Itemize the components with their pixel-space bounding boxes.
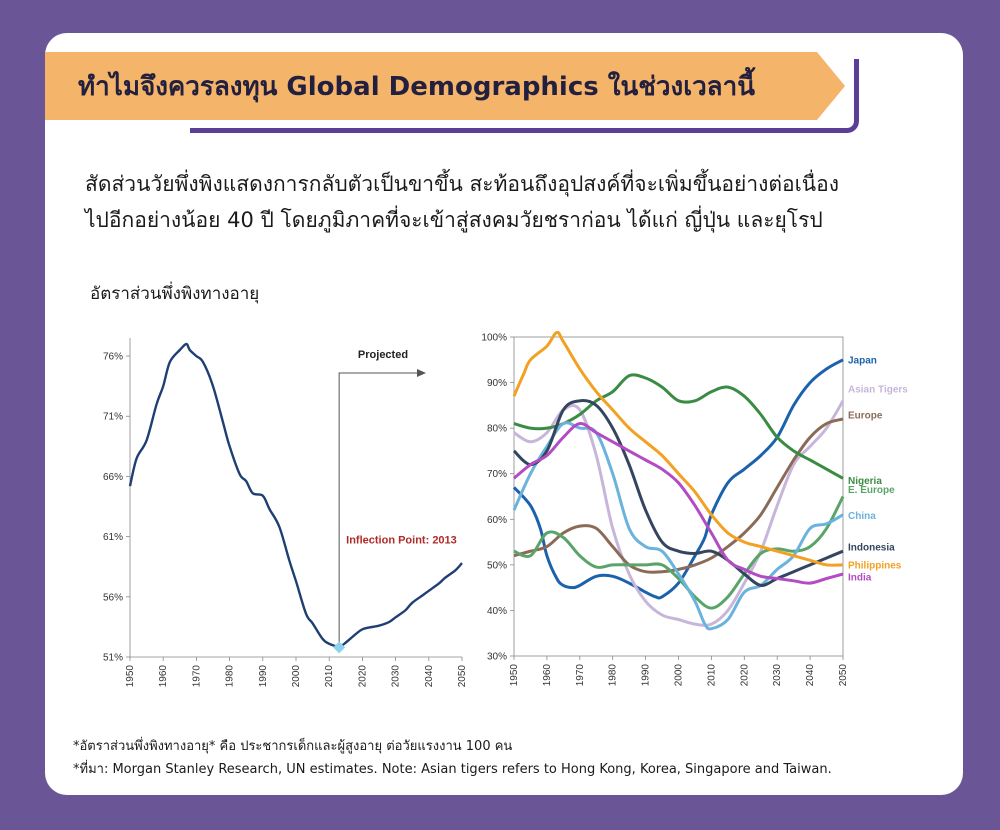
- footnotes: *อัตราส่วนพึ่งพิงทางอายุ* คือ ประชากรเด็…: [73, 735, 832, 781]
- x-tick-label: 2050: [838, 664, 849, 687]
- series-line-asian-tigers: [513, 400, 845, 627]
- x-tick-label: 2020: [739, 664, 750, 687]
- y-tick-label: 90%: [487, 378, 507, 389]
- x-tick-label: 1990: [258, 665, 269, 688]
- y-tick-label: 100%: [481, 333, 507, 344]
- y-tick-label: 80%: [487, 424, 507, 435]
- series-line-japan: [512, 358, 844, 600]
- series-label: India: [848, 572, 872, 583]
- x-tick-label: 2020: [357, 665, 368, 688]
- y-tick-label: 40%: [487, 606, 507, 617]
- y-tick-label: 50%: [487, 560, 507, 571]
- intro-line-1: สัดส่วนวัยพึ่งพิงแสดงการกลับตัวเป็นขาขึ้…: [85, 172, 840, 196]
- series-label: E. Europe: [848, 485, 895, 496]
- dependency-ratio-chart: 1950 1960 1970 1980 1990 2000 2010 2020 2030 2040…: [103, 338, 468, 688]
- x-tick-label: 2040: [424, 665, 435, 688]
- page-title: ทำไมจึงควรลงทุน Global Demographics ในช่…: [78, 72, 755, 102]
- title-banner: [45, 52, 845, 120]
- y-tick-label: 56%: [103, 592, 123, 603]
- x-tick-label: 2010: [324, 665, 335, 688]
- y-tick-label: 76%: [103, 352, 123, 363]
- x-tick-label: 1980: [225, 665, 236, 688]
- inflection-label: Inflection Point: 2013: [346, 534, 457, 546]
- x-tick-label: 1960: [158, 665, 169, 688]
- plot-frame: [513, 336, 844, 657]
- intro-text: สัดส่วนวัยพึ่งพิงแสดงการกลับตัวเป็นขาขึ้…: [85, 166, 945, 238]
- projected-label: Projected: [358, 349, 408, 361]
- intro-line-2: ไปอีกอย่างน้อย 40 ปี โดยภูมิภาคที่จะเข้า…: [85, 208, 823, 232]
- x-tick-label: 2040: [805, 664, 816, 687]
- series-line-philippines: [512, 330, 844, 567]
- x-tick-label: 1990: [641, 664, 652, 687]
- dependency-ratio-line: [128, 342, 463, 649]
- y-tick-label: 60%: [487, 515, 507, 526]
- inflection-marker: [333, 641, 346, 654]
- footnote-source: *ที่มา: Morgan Stanley Research, UN esti…: [73, 762, 832, 777]
- series-label: Asian Tigers: [848, 384, 908, 395]
- series-label: Indonesia: [848, 543, 895, 554]
- banner-accent-frame: [190, 59, 859, 133]
- series-line-indonesia: [512, 399, 844, 587]
- footnote-definition: *อัตราส่วนพึ่งพิงทางอายุ* คือ ประชากรเด็…: [73, 739, 513, 754]
- series-label: Nigeria: [848, 476, 882, 487]
- series-line-china: [512, 421, 844, 631]
- chart-heading: อัตราส่วนพึ่งพิงทางอายุ: [90, 284, 260, 304]
- projected-arrow-head: [417, 369, 426, 377]
- y-tick-label: 61%: [103, 532, 123, 543]
- y-tick-label: 51%: [103, 653, 123, 664]
- series-label: Europe: [848, 411, 883, 422]
- x-tick-label: 2010: [706, 664, 717, 687]
- series-line-india: [513, 422, 844, 585]
- content-card: [45, 33, 963, 795]
- y-tick-label: 71%: [103, 412, 123, 423]
- x-tick-label: 1970: [575, 664, 586, 687]
- projected-arrow-line: [338, 372, 417, 645]
- x-tick-label: 1950: [125, 665, 136, 688]
- y-tick-label: 70%: [487, 469, 507, 480]
- x-tick-label: 2030: [391, 665, 402, 688]
- x-tick-label: 1960: [542, 664, 553, 687]
- x-tick-label: 1970: [191, 665, 202, 688]
- x-tick-label: 2050: [457, 665, 468, 688]
- x-tick-label: 2000: [291, 665, 302, 688]
- series-label: China: [848, 511, 876, 522]
- series-label: Japan: [848, 355, 877, 366]
- x-tick-label: 1950: [509, 664, 520, 687]
- x-tick-label: 1980: [608, 664, 619, 687]
- series-line-europe: [513, 417, 844, 574]
- series-label: Philippines: [848, 560, 902, 571]
- x-tick-label: 2030: [772, 664, 783, 687]
- x-tick-label: 2000: [674, 664, 685, 687]
- y-tick-label: 66%: [103, 472, 123, 483]
- series-line-e-europe: [513, 495, 845, 610]
- regional-dependency-chart: 1950 1960 1970 1980 1990 2000 2010 2020 2030 2040…: [481, 330, 908, 687]
- y-tick-label: 30%: [487, 652, 507, 663]
